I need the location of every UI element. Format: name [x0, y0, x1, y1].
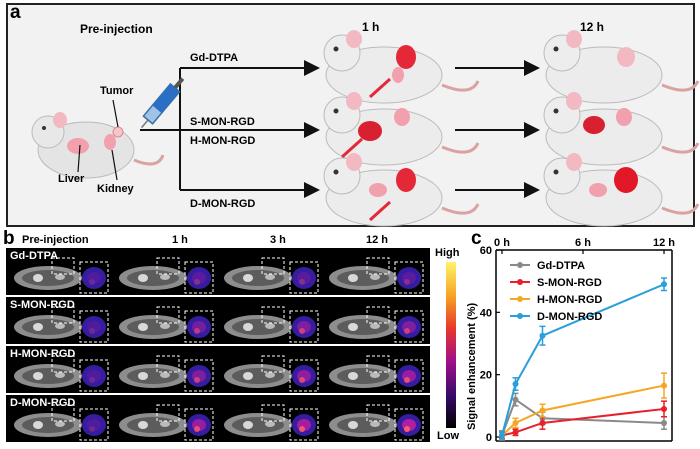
- panel-c-letter: c: [471, 228, 482, 249]
- time-12h-label: 12 h: [580, 20, 605, 34]
- data-point: [539, 332, 546, 339]
- data-point: [539, 419, 546, 426]
- mri-images: [14, 257, 424, 441]
- mri-slice: [224, 257, 319, 294]
- colorbar-high: High: [435, 247, 460, 259]
- col-header-1h: 1 h: [172, 234, 188, 246]
- mri-slice: [224, 404, 319, 441]
- x-tick-label: 0 h: [494, 237, 510, 249]
- data-point: [499, 432, 505, 439]
- data-point: [661, 419, 667, 426]
- y-tick-label: 0: [486, 432, 492, 444]
- liver-label: Liver: [58, 173, 85, 185]
- mri-slice: [224, 355, 319, 392]
- mri-slice: [14, 306, 109, 343]
- mouse-1h-mon: [323, 92, 480, 166]
- mri-slice: [224, 306, 319, 343]
- data-point: [539, 407, 546, 414]
- legend-marker: [517, 262, 523, 268]
- legend-label: D-MON-RGD: [537, 311, 602, 323]
- mri-slice: [14, 355, 109, 392]
- mouse-1h-gd: [323, 30, 480, 104]
- agent-label-h: H-MON-RGD: [190, 135, 256, 147]
- data-point: [661, 405, 667, 412]
- mouse-pre: [31, 112, 165, 179]
- mri-slice: [329, 355, 424, 392]
- legend-marker: [517, 279, 523, 285]
- y-tick-label: 40: [480, 307, 492, 319]
- mouse-12h-gd: [543, 30, 700, 104]
- col-header-12h: 12 h: [366, 234, 389, 246]
- agent-label-gd: Gd-DTPA: [190, 52, 239, 64]
- mri-slice: [119, 355, 214, 392]
- mri-slice: [119, 257, 214, 294]
- data-point: [512, 396, 519, 403]
- y-tick-label: 20: [480, 370, 492, 382]
- tumor-label: Tumor: [100, 85, 134, 97]
- data-point: [512, 381, 519, 388]
- data-point: [512, 429, 519, 436]
- mri-slice: [119, 306, 214, 343]
- series-line: [501, 283, 665, 436]
- data-point: [661, 382, 667, 389]
- agent-label-s: S-MON-RGD: [190, 116, 255, 128]
- mri-slice: [119, 404, 214, 441]
- data-point: [661, 281, 667, 288]
- panel-b-letter: b: [3, 228, 15, 249]
- y-tick-label: 60: [480, 245, 492, 257]
- series-3: [499, 277, 667, 440]
- mouse-12h-d: [543, 153, 700, 227]
- panel-a-illustration: [31, 30, 700, 227]
- mouse-1h-d: [323, 153, 480, 227]
- mri-slice: [14, 257, 109, 294]
- colorbar-low: Low: [437, 430, 459, 442]
- pre-injection-label: Pre-injection: [80, 22, 153, 36]
- mri-row-label: Gd-DTPA: [10, 250, 59, 262]
- x-tick-label: 6 h: [575, 237, 591, 249]
- mri-row-label: H-MON-RGD: [10, 348, 76, 360]
- time-1h-label: 1 h: [362, 20, 380, 34]
- mri-slice: [329, 257, 424, 294]
- x-tick-label: 12 h: [653, 237, 675, 249]
- kidney-label: Kidney: [97, 183, 134, 195]
- mri-slice: [329, 404, 424, 441]
- legend-label: Gd-DTPA: [537, 260, 585, 272]
- mri-slice: [329, 306, 424, 343]
- series-line: [501, 384, 665, 437]
- legend-label: H-MON-RGD: [537, 294, 602, 306]
- agent-label-d: D-MON-RGD: [190, 198, 256, 210]
- mri-slice: [14, 404, 109, 441]
- legend-label: S-MON-RGD: [537, 277, 602, 289]
- col-header-3h: 3 h: [270, 234, 286, 246]
- series-line: [501, 407, 665, 437]
- colorbar: [446, 262, 456, 428]
- legend-marker: [517, 313, 523, 319]
- mri-row-label: S-MON-RGD: [10, 299, 75, 311]
- syringe-icon: [140, 77, 185, 129]
- mri-row-label: D-MON-RGD: [10, 397, 76, 409]
- series-0: [499, 392, 667, 441]
- data-point: [512, 419, 519, 426]
- panel-a-letter: a: [10, 2, 21, 23]
- legend-marker: [517, 296, 523, 302]
- col-header-pre: Pre-injection: [22, 234, 89, 246]
- mouse-12h-mon: [543, 92, 700, 166]
- series-line: [501, 398, 665, 436]
